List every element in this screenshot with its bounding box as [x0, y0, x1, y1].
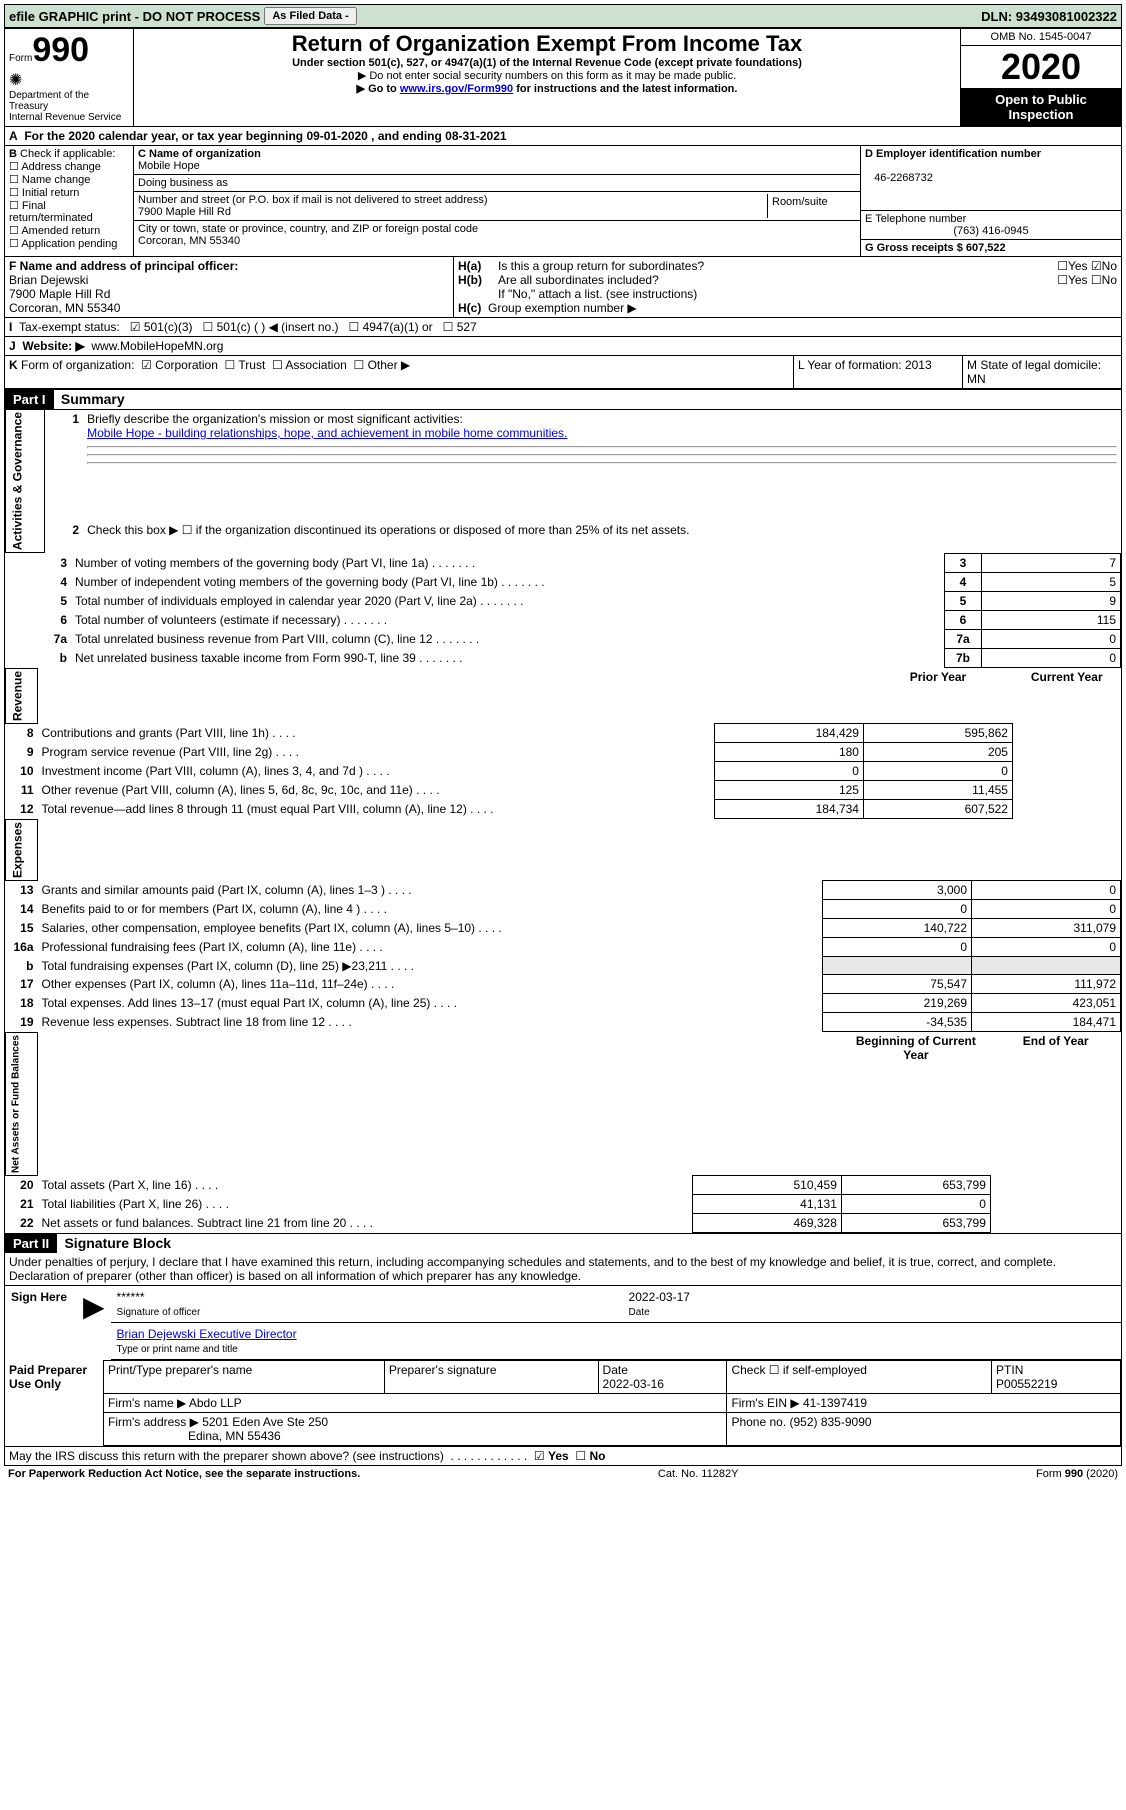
street-label: Number and street (or P.O. box if mail i… — [138, 194, 488, 206]
firm-name: Firm's name ▶ Abdo LLP — [104, 1394, 727, 1413]
org-name: Mobile Hope — [138, 160, 200, 172]
eoy-header: End of Year — [990, 1033, 1121, 1176]
officer-name-link[interactable]: Brian Dejewski Executive Director — [117, 1327, 297, 1341]
open-inspection: Open to Public Inspection — [961, 88, 1121, 126]
dept-label: Department of the Treasury Internal Reve… — [9, 90, 129, 123]
section-f: F Name and address of principal officer:… — [5, 257, 454, 317]
firm-address: Firm's address ▶ 5201 Eden Ave Ste 250 — [108, 1415, 328, 1429]
ein-value: 46-2268732 — [874, 172, 933, 184]
sig-date: 2022-03-17 — [629, 1290, 690, 1304]
part-2-title: Signature Block — [60, 1233, 175, 1253]
section-k: K Form of organization: ☑ Corporation ☐ … — [5, 356, 793, 388]
gross-receipts: G Gross receipts $ 607,522 — [861, 240, 1121, 256]
as-filed-button[interactable] — [264, 7, 356, 25]
section-m: M State of legal domicile: MN — [962, 356, 1121, 388]
form-note-1: ▶ Do not enter social security numbers o… — [138, 69, 956, 82]
current-year-header: Current Year — [1012, 669, 1121, 724]
firm-ein: Firm's EIN ▶ 41-1397419 — [727, 1394, 1121, 1413]
ein-label: D Employer identification number — [865, 148, 1041, 160]
sign-here-label: Sign Here — [5, 1286, 77, 1360]
footer-right: Form 990 (2020) — [1036, 1468, 1118, 1480]
c-name-label: C Name of organization — [138, 148, 261, 160]
col-b: B Check if applicable: ☐ Address change … — [5, 146, 134, 256]
city-label: City or town, state or province, country… — [138, 223, 478, 235]
part-2-badge: Part II — [5, 1234, 57, 1253]
street-value: 7900 Maple Hill Rd — [138, 206, 231, 218]
officer-name: Brian Dejewski — [9, 273, 88, 287]
sig-stars: ****** — [117, 1290, 145, 1304]
footer-center: Cat. No. 11282Y — [658, 1468, 739, 1480]
form-number: 990 — [32, 31, 89, 69]
dln-label: DLN: 93493081002322 — [981, 9, 1117, 24]
omb-number: OMB No. 1545-0047 — [961, 29, 1121, 46]
efile-label: efile GRAPHIC print - DO NOT PROCESS — [9, 9, 260, 24]
form-word: Form — [9, 53, 32, 64]
section-i: I Tax-exempt status: ☑ 501(c)(3) ☐ 501(c… — [5, 318, 1121, 337]
preparer-sig-label: Preparer's signature — [384, 1361, 598, 1394]
section-l: L Year of formation: 2013 — [793, 356, 962, 388]
row-a: A For the 2020 calendar year, or tax yea… — [5, 127, 1121, 146]
ptin-value: PTIN P00552219 — [992, 1361, 1121, 1394]
firm-phone: Phone no. (952) 835-9090 — [727, 1413, 1121, 1446]
self-employed-check: Check ☐ if self-employed — [727, 1361, 992, 1394]
paid-preparer-label: Paid Preparer Use Only — [5, 1361, 104, 1446]
prior-year-header: Prior Year — [863, 669, 1012, 724]
tax-year: 2020 — [961, 46, 1121, 88]
part-1-badge: Part I — [5, 390, 54, 409]
boc-header: Beginning of Current Year — [841, 1033, 990, 1176]
preparer-name-label: Print/Type preparer's name — [104, 1361, 385, 1394]
discuss-row: May the IRS discuss this return with the… — [5, 1446, 1121, 1465]
efile-top-bar: efile GRAPHIC print - DO NOT PROCESS DLN… — [4, 4, 1122, 28]
v-expenses: Expenses — [6, 820, 38, 881]
perjury-declaration: Under penalties of perjury, I declare th… — [5, 1253, 1121, 1286]
form-header: Form990 ✺ Department of the Treasury Int… — [5, 29, 1121, 127]
part-1-title: Summary — [57, 389, 129, 409]
footer-left: For Paperwork Reduction Act Notice, see … — [8, 1468, 360, 1480]
v-revenue: Revenue — [6, 669, 38, 724]
phone-label: E Telephone number — [865, 213, 966, 225]
form-title: Return of Organization Exempt From Incom… — [138, 31, 956, 57]
phone-value: (763) 416-0945 — [865, 225, 1117, 237]
irs-link[interactable]: www.irs.gov/Form990 — [400, 83, 513, 95]
dba-label: Doing business as — [134, 175, 860, 192]
form-subtitle: Under section 501(c), 527, or 4947(a)(1)… — [138, 57, 956, 69]
section-j: J Website: ▶ www.MobileHopeMN.org — [5, 337, 1121, 356]
website-value: www.MobileHopeMN.org — [91, 339, 223, 353]
mission-link[interactable]: Mobile Hope - building relationships, ho… — [87, 426, 567, 440]
section-h: H(a) Is this a group return for subordin… — [454, 257, 1121, 317]
v-net: Net Assets or Fund Balances — [6, 1033, 38, 1176]
preparer-date: Date 2022-03-16 — [598, 1361, 727, 1394]
city-value: Corcoran, MN 55340 — [138, 235, 240, 247]
v-activities: Activities & Governance — [6, 410, 45, 553]
form-note-2: ▶ Go to www.irs.gov/Form990 for instruct… — [138, 82, 956, 95]
room-label: Room/suite — [767, 194, 856, 218]
